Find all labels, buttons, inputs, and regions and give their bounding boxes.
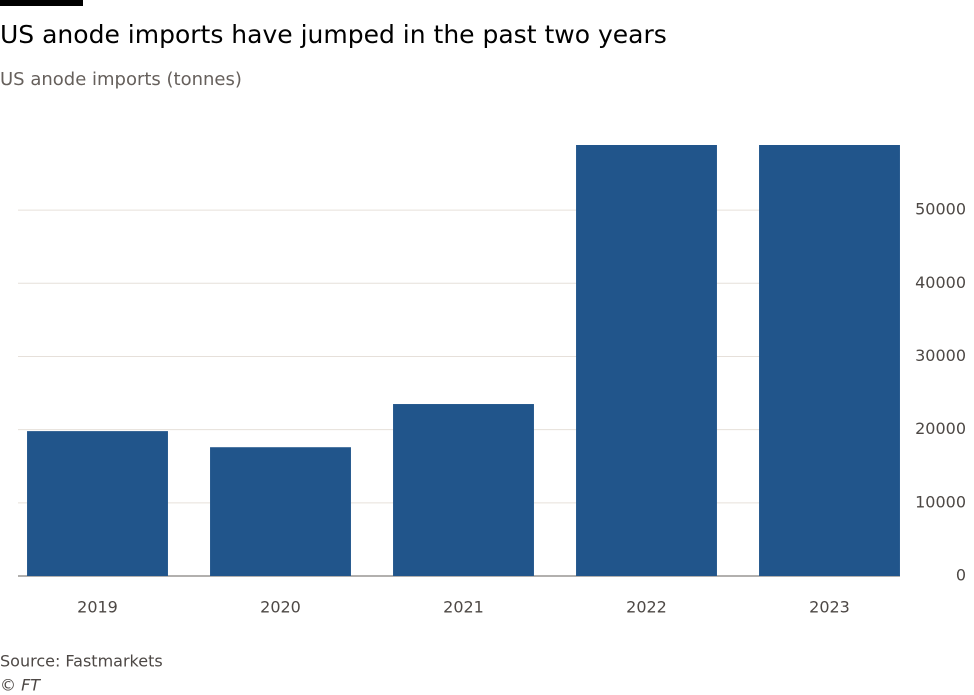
chart-subtitle: US anode imports (tonnes) xyxy=(0,69,242,90)
y-tick-label: 40000 xyxy=(915,273,966,292)
chart-title: US anode imports have jumped in the past… xyxy=(0,20,667,49)
credit: © FT xyxy=(0,676,41,695)
y-tick-label: 0 xyxy=(956,566,966,585)
bar xyxy=(393,404,534,576)
x-tick-label: 2022 xyxy=(626,598,667,617)
source: Source: Fastmarkets xyxy=(0,652,163,671)
y-tick-label: 20000 xyxy=(915,419,966,438)
y-tick-label: 30000 xyxy=(915,346,966,365)
bar xyxy=(27,431,168,576)
x-tick-label: 2020 xyxy=(260,598,301,617)
x-tick-label: 2021 xyxy=(443,598,484,617)
x-tick-label: 2023 xyxy=(809,598,850,617)
x-tick-label: 2019 xyxy=(77,598,118,617)
bar xyxy=(210,447,351,576)
y-tick-label: 50000 xyxy=(915,200,966,219)
bar xyxy=(759,145,900,576)
y-tick-label: 10000 xyxy=(915,492,966,511)
brand-bar xyxy=(0,0,83,6)
bar xyxy=(576,145,717,576)
